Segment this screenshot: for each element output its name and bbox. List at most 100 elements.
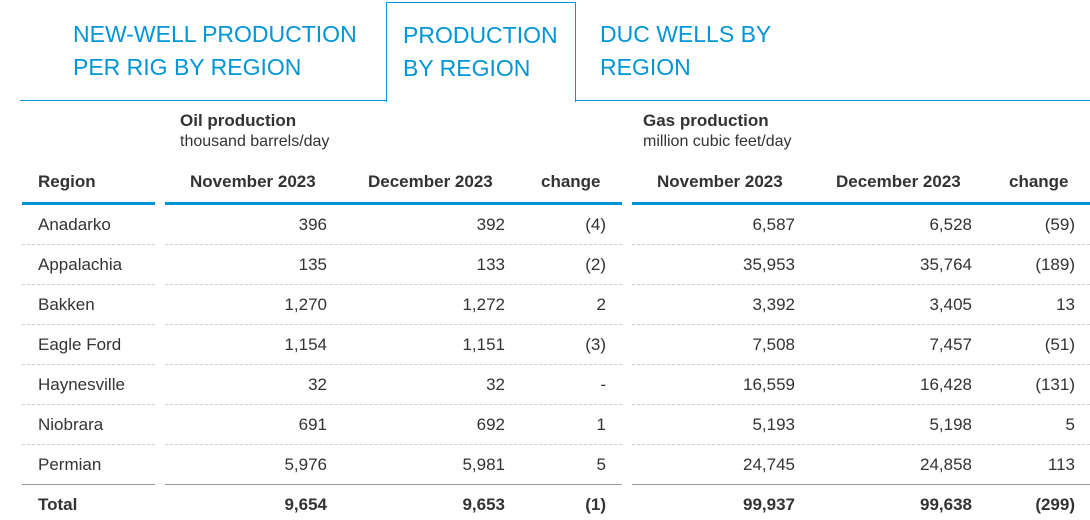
cell-gas-change: 113 (1047, 455, 1075, 474)
cell-oil-november: 5,976 (284, 455, 327, 474)
oil-production-title: Oil production (180, 111, 297, 130)
column-header-oil-december[interactable]: December 2023 (368, 172, 493, 191)
row-separator (22, 324, 155, 325)
cell-oil-change: (3) (585, 335, 606, 354)
total-rule-gas (632, 484, 1090, 485)
cell-gas-november: 7,508 (752, 335, 795, 354)
tab-bar: NEW-WELL PRODUCTION PER RIG BY REGION PR… (0, 0, 1090, 102)
cell-total-oil-december: 9,653 (462, 495, 505, 514)
oil-production-unit: thousand barrels/day (180, 133, 330, 150)
cell-total-gas-change: (299) (1035, 495, 1075, 514)
row-separator (632, 444, 1090, 445)
column-header-gas-november[interactable]: November 2023 (657, 172, 783, 191)
cell-region: Eagle Ford (38, 335, 122, 354)
cell-gas-december: 5,198 (929, 415, 972, 434)
row-separator (632, 244, 1090, 245)
cell-oil-november: 1,270 (284, 295, 327, 314)
cell-total-oil-november: 9,654 (284, 495, 327, 514)
table-row: Niobrara 691 692 1 5,193 5,198 5 (0, 405, 1090, 445)
tab-label-line1: DUC WELLS BY (600, 21, 772, 47)
oil-production-group-header: Oil production thousand barrels/day (180, 110, 329, 152)
total-rule-oil (165, 484, 622, 485)
cell-oil-change: 2 (596, 295, 606, 314)
header-rule-oil (165, 202, 622, 205)
table-row: Anadarko 396 392 (4) 6,587 6,528 (59) (0, 205, 1090, 245)
cell-oil-change: 1 (596, 415, 606, 434)
cell-gas-november: 24,745 (743, 455, 795, 474)
cell-region: Appalachia (38, 255, 123, 274)
row-separator (22, 244, 155, 245)
table-total-row: Total 9,654 9,653 (1) 99,937 99,638 (299… (0, 485, 1090, 520)
row-separator (22, 284, 155, 285)
cell-gas-november: 3,392 (752, 295, 795, 314)
cell-gas-december: 24,858 (920, 455, 972, 474)
row-separator (632, 404, 1090, 405)
cell-gas-december: 6,528 (929, 215, 972, 234)
cell-region: Niobrara (38, 415, 104, 434)
cell-gas-change: (59) (1044, 215, 1075, 234)
table-row: Permian 5,976 5,981 5 24,745 24,858 113 (0, 445, 1090, 485)
cell-gas-november: 5,193 (752, 415, 795, 434)
cell-oil-december: 392 (476, 215, 505, 234)
header-rule-gas (632, 202, 1090, 205)
column-header-region[interactable]: Region (38, 172, 96, 191)
gas-production-title: Gas production (643, 111, 769, 130)
row-separator (165, 284, 622, 285)
tab-label-line2: PER RIG BY REGION (73, 54, 302, 80)
tab-production-by-region[interactable]: PRODUCTION BY REGION (386, 2, 576, 102)
column-header-gas-change[interactable]: change (1009, 172, 1069, 191)
row-separator (632, 284, 1090, 285)
cell-gas-change: 13 (1056, 295, 1075, 314)
cell-oil-december: 692 (476, 415, 505, 434)
cell-total-label: Total (38, 495, 78, 514)
tab-new-well-production[interactable]: NEW-WELL PRODUCTION PER RIG BY REGION (73, 18, 373, 84)
cell-oil-change: (4) (585, 215, 606, 234)
cell-region: Haynesville (38, 375, 125, 394)
tab-duc-wells[interactable]: DUC WELLS BY REGION (600, 18, 800, 84)
cell-oil-december: 5,981 (462, 455, 505, 474)
cell-gas-change: (189) (1035, 255, 1075, 274)
cell-region: Permian (38, 455, 102, 474)
row-separator (22, 404, 155, 405)
cell-oil-november: 1,154 (284, 335, 327, 354)
table-row: Appalachia 135 133 (2) 35,953 35,764 (18… (0, 245, 1090, 285)
row-separator (632, 364, 1090, 365)
header-rule-region (22, 202, 155, 205)
column-header-oil-change[interactable]: change (541, 172, 601, 191)
tab-label-line2: BY REGION (403, 55, 531, 81)
row-separator (165, 364, 622, 365)
cell-region: Anadarko (38, 215, 111, 234)
tab-label-line2: REGION (600, 54, 691, 80)
table-row: Eagle Ford 1,154 1,151 (3) 7,508 7,457 (… (0, 325, 1090, 365)
cell-gas-december: 35,764 (920, 255, 972, 274)
row-separator (165, 244, 622, 245)
cell-gas-december: 16,428 (920, 375, 972, 394)
column-header-oil-november[interactable]: November 2023 (190, 172, 316, 191)
column-header-gas-december[interactable]: December 2023 (836, 172, 961, 191)
cell-oil-change: 5 (596, 455, 606, 474)
cell-gas-change: 5 (1065, 415, 1075, 434)
cell-total-oil-change: (1) (585, 495, 606, 514)
cell-oil-change: (2) (585, 255, 606, 274)
row-separator (165, 404, 622, 405)
total-rule-region (22, 484, 155, 485)
row-separator (165, 324, 622, 325)
cell-oil-november: 32 (308, 375, 327, 394)
cell-oil-change: - (600, 375, 606, 394)
cell-gas-change: (131) (1035, 375, 1075, 394)
cell-gas-november: 6,587 (752, 215, 795, 234)
cell-oil-december: 133 (476, 255, 505, 274)
cell-oil-november: 691 (298, 415, 327, 434)
tab-label-line1: NEW-WELL PRODUCTION (73, 21, 357, 47)
cell-oil-november: 135 (298, 255, 327, 274)
cell-gas-change: (51) (1044, 335, 1075, 354)
cell-total-gas-december: 99,638 (920, 495, 972, 514)
cell-gas-december: 7,457 (929, 335, 972, 354)
row-separator (165, 444, 622, 445)
cell-oil-november: 396 (298, 215, 327, 234)
cell-oil-december: 32 (486, 375, 505, 394)
cell-oil-december: 1,272 (462, 295, 505, 314)
cell-region: Bakken (38, 295, 95, 314)
table-row: Bakken 1,270 1,272 2 3,392 3,405 13 (0, 285, 1090, 325)
gas-production-group-header: Gas production million cubic feet/day (643, 110, 792, 152)
